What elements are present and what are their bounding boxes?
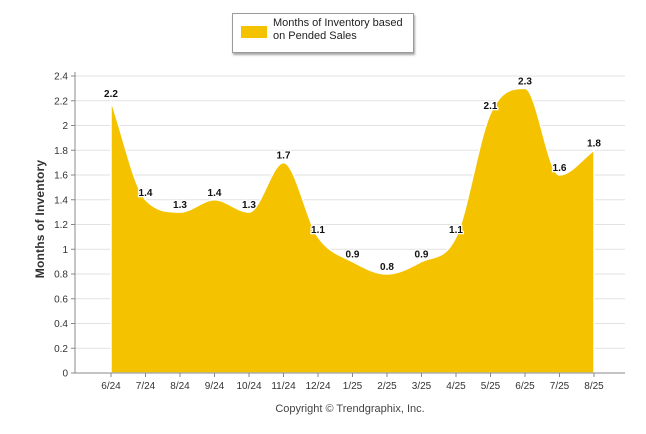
- data-label: 2.2: [104, 89, 118, 100]
- y-tick-labels: 0 0.2 0.4 0.6 0.8 1 1.2 1.4 1.6 1.8 2 2.2 2.4: [54, 72, 68, 380]
- x-tick-label: 12/24: [305, 381, 330, 392]
- area-series: [110, 87, 595, 374]
- y-tick-label: 2.2: [54, 96, 68, 107]
- y-tick-label: 1.4: [54, 195, 68, 206]
- x-tick-label: 10/24: [236, 381, 261, 392]
- data-label: 0.9: [346, 250, 360, 261]
- x-tick-label: 7/25: [550, 381, 570, 392]
- data-label: 1.6: [553, 163, 567, 174]
- x-tick-label: 5/25: [481, 381, 501, 392]
- y-tick-label: 0.8: [54, 270, 68, 281]
- data-label: 2.3: [518, 76, 532, 87]
- data-label: 2.1: [484, 101, 498, 112]
- data-label: 1.4: [208, 188, 222, 199]
- x-tick-label: 11/24: [271, 381, 296, 392]
- data-labels: 2.2 1.4 1.3 1.4 1.3 1.7 1.1 0.9 0.8 0.9 1.1 2.1 2.3 1…: [103, 75, 603, 274]
- data-label: 1.7: [277, 151, 291, 162]
- x-tick-label: 8/25: [584, 381, 604, 392]
- data-label: 1.1: [311, 225, 325, 236]
- data-label: 1.3: [242, 200, 256, 211]
- y-tick-label: 0.2: [54, 344, 68, 355]
- data-label: 1.3: [173, 200, 187, 211]
- y-tick-label: 0: [62, 369, 68, 380]
- y-axis-title: Months of Inventory: [33, 159, 47, 279]
- copyright-text: Copyright © Trendgraphix, Inc.: [275, 403, 425, 415]
- data-label: 0.9: [415, 250, 429, 261]
- y-tick-label: 2.4: [54, 72, 68, 83]
- data-label: 0.8: [380, 262, 394, 273]
- x-tick-label: 1/25: [343, 381, 363, 392]
- legend: Months of Inventory based on Pended Sale…: [232, 13, 414, 53]
- y-tick-label: 1.6: [54, 171, 68, 182]
- y-tick-label: 1.8: [54, 146, 68, 157]
- x-tick-label: 4/25: [446, 381, 466, 392]
- y-tick-label: 1: [62, 245, 68, 256]
- data-label: 1.4: [139, 188, 153, 199]
- x-tick-label: 7/24: [136, 381, 156, 392]
- x-tick-label: 6/24: [101, 381, 121, 392]
- x-tick-label: 3/25: [412, 381, 432, 392]
- x-tick-labels: 6/24 7/24 8/24 9/24 10/24 11/24 12/24 1/25 2/25 3…: [101, 381, 604, 392]
- y-tick-label: 1.2: [54, 220, 68, 231]
- legend-swatch: [241, 26, 267, 38]
- x-tick-label: 8/24: [170, 381, 190, 392]
- y-tick-label: 0.4: [54, 319, 68, 330]
- series-area: [110, 87, 595, 374]
- x-tick-label: 6/25: [515, 381, 535, 392]
- x-tick-label: 9/24: [205, 381, 225, 392]
- axes: [71, 72, 625, 377]
- legend-label: Months of Inventory based on Pended Sale…: [273, 17, 403, 42]
- x-tick-label: 2/25: [377, 381, 397, 392]
- data-label: 1.1: [449, 225, 463, 236]
- y-tick-label: 2: [62, 121, 68, 132]
- y-tick-label: 0.6: [54, 294, 68, 305]
- data-label: 1.8: [587, 138, 601, 149]
